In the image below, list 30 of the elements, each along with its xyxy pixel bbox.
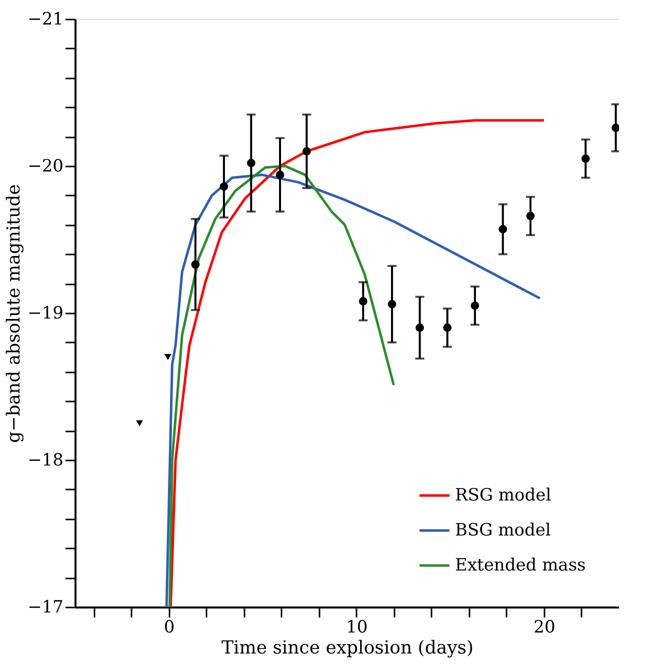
y-tick-label: −17 — [28, 598, 64, 618]
x-tick-label: 0 — [164, 618, 175, 638]
point — [164, 354, 172, 360]
y-tick-label: −18 — [28, 450, 64, 470]
legend-label: Extended mass — [455, 556, 586, 576]
y-tick-label: −21 — [28, 10, 64, 30]
point — [612, 124, 619, 132]
x-tick-label: 20 — [534, 618, 556, 638]
point — [191, 260, 200, 269]
point — [498, 225, 508, 234]
point — [470, 301, 480, 310]
x-axis-title: Time since explosion (days) — [221, 638, 474, 658]
legend-label: RSG model — [455, 486, 552, 506]
point — [526, 212, 535, 220]
legend-label: BSG model — [455, 520, 551, 540]
y-tick-label: −20 — [28, 156, 64, 176]
point — [220, 182, 228, 191]
x-tick-label: 10 — [346, 618, 368, 638]
point — [246, 158, 256, 168]
point — [416, 324, 424, 332]
point — [388, 300, 396, 308]
point — [302, 147, 311, 156]
point — [358, 297, 368, 306]
point — [276, 170, 284, 179]
point — [443, 324, 452, 332]
y-axis-title: g−band absolute magnitude — [4, 184, 25, 443]
line-series — [168, 164, 395, 607]
point — [136, 420, 144, 426]
point — [581, 154, 590, 163]
y-tick-label: −19 — [28, 304, 64, 324]
